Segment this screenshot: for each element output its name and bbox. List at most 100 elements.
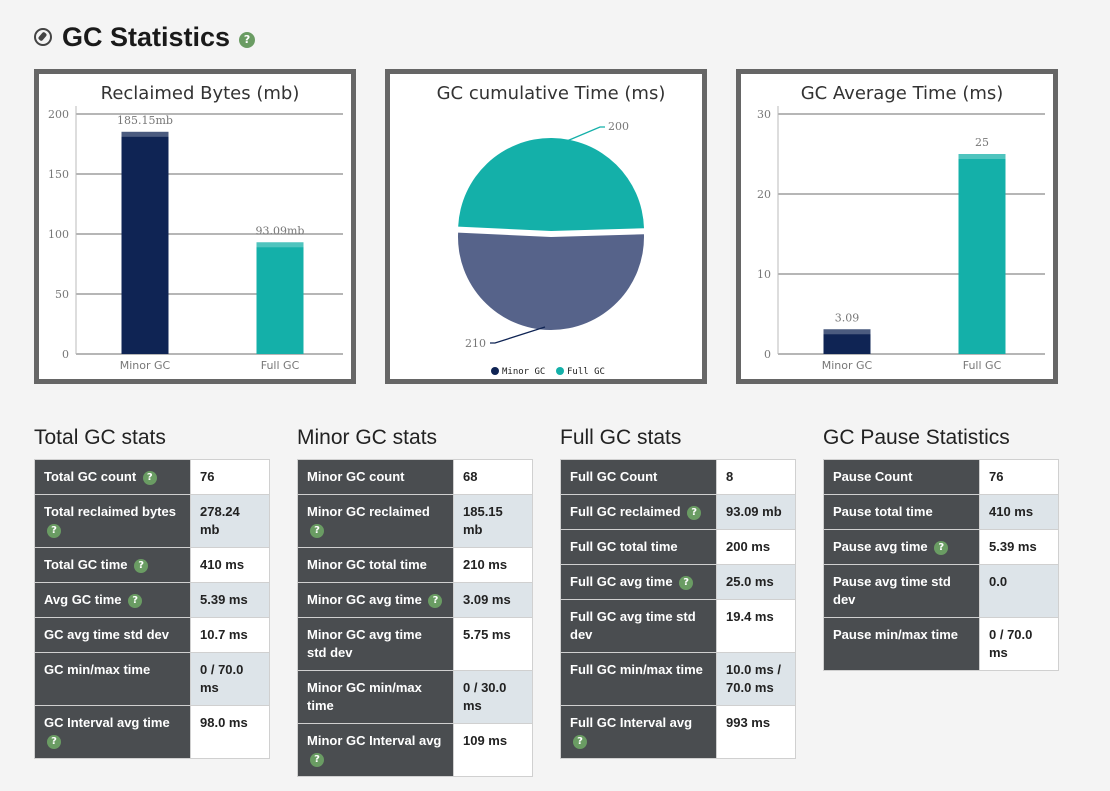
stat-label-text: GC min/max time: [44, 662, 151, 677]
table-row: Avg GC time ? 5.39 ms: [34, 582, 270, 618]
table-row: Full GC avg time ? 25.0 ms: [560, 564, 796, 600]
stat-value: 210 ms: [453, 547, 533, 583]
y-tick-label: 150: [48, 168, 69, 181]
help-icon[interactable]: ?: [687, 505, 702, 520]
stat-label: Pause total time: [823, 494, 980, 530]
stat-label: Avg GC time ?: [34, 582, 191, 618]
table-row: GC Interval avg time ? 98.0 ms: [34, 705, 270, 759]
help-icon[interactable]: ?: [128, 593, 143, 608]
data-label: 93.09mb: [256, 224, 305, 237]
stat-label: GC Interval avg time ?: [34, 705, 191, 759]
stat-label: Minor GC total time: [297, 547, 454, 583]
stat-value: 200 ms: [716, 529, 796, 565]
stat-label: Pause min/max time: [823, 617, 980, 671]
compass-icon: [34, 28, 52, 46]
stat-label: Minor GC Interval avg ?: [297, 723, 454, 777]
stat-label: Minor GC avg time std dev: [297, 617, 454, 671]
chart-title: Reclaimed Bytes (mb): [101, 83, 300, 104]
stat-label-text: Full GC min/max time: [570, 662, 703, 677]
stat-value: 76: [979, 459, 1059, 495]
pie-slice[interactable]: [458, 232, 644, 330]
section-title: Minor GC stats: [297, 426, 438, 449]
average-time-chart: GC Average Time (ms) 0 10 20 30 3.09 Minor G…: [736, 69, 1058, 384]
stat-label: Minor GC reclaimed ?: [297, 494, 454, 548]
stat-label: Minor GC count: [297, 459, 454, 495]
stat-value: 0 / 70.0 ms: [979, 617, 1059, 671]
bar-highlight: [958, 154, 1006, 159]
stat-label-text: Pause avg time std dev: [833, 574, 951, 607]
help-icon[interactable]: ?: [142, 470, 157, 485]
chart-title: GC Average Time (ms): [801, 83, 1004, 104]
stat-label-text: Pause Count: [833, 469, 913, 484]
stat-label-text: Pause min/max time: [833, 627, 958, 642]
stat-label-text: Pause avg time: [833, 539, 928, 554]
bar-highlight: [823, 329, 871, 335]
table-row: Pause avg time ? 5.39 ms: [823, 529, 1059, 565]
y-tick-label: 200: [48, 108, 69, 121]
stat-value: 5.39 ms: [190, 582, 270, 618]
stat-value: 10.7 ms: [190, 617, 270, 653]
stat-label: Full GC Interval avg ?: [560, 705, 717, 759]
help-icon[interactable]: ?: [47, 523, 61, 538]
gc-pause-stats: GC Pause Statistics Pause Count 76 Pause t…: [823, 425, 1059, 671]
average-time-svg: GC Average Time (ms) 0 10 20 30 3.09 Minor G…: [757, 83, 1045, 372]
chart-title: GC cumulative Time (ms): [437, 83, 666, 104]
help-icon[interactable]: ?: [47, 734, 61, 749]
table-row: Minor GC Interval avg ? 109 ms: [297, 723, 533, 777]
help-icon[interactable]: ?: [934, 540, 949, 555]
stat-label: GC min/max time: [34, 652, 191, 706]
help-icon[interactable]: ?: [239, 32, 256, 48]
table-row: Full GC Count 8: [560, 459, 796, 495]
help-icon[interactable]: ?: [134, 558, 149, 573]
help-icon[interactable]: ?: [679, 575, 694, 590]
bar[interactable]: [121, 131, 169, 354]
table-row: Minor GC avg time std dev 5.75 ms: [297, 617, 533, 671]
stat-label-text: Full GC avg time std dev: [570, 609, 696, 642]
table-row: Total reclaimed bytes ? 278.24 mb: [34, 494, 270, 548]
stat-label-text: GC avg time std dev: [44, 627, 169, 642]
table-row: Minor GC avg time ? 3.09 ms: [297, 582, 533, 618]
table-row: GC min/max time 0 / 70.0 ms: [34, 652, 270, 706]
stats-table: Pause Count 76 Pause total time 410 ms Pause…: [823, 459, 1059, 671]
stat-value: 109 ms: [453, 723, 533, 777]
data-label: 200: [608, 120, 629, 133]
legend-label[interactable]: Minor GC: [502, 367, 545, 377]
page-header: GC Statistics ?: [34, 20, 256, 54]
y-tick-label: 100: [48, 228, 69, 241]
stat-label: Pause avg time std dev: [823, 564, 980, 618]
bar[interactable]: [256, 242, 304, 354]
table-row: Minor GC count 68: [297, 459, 533, 495]
stat-value: 0 / 70.0 ms: [190, 652, 270, 706]
table-row: Full GC min/max time 10.0 ms / 70.0 ms: [560, 652, 796, 706]
table-row: Pause min/max time 0 / 70.0 ms: [823, 617, 1059, 671]
bar-highlight: [256, 242, 304, 248]
leader-line: [554, 126, 605, 147]
stat-value: 5.75 ms: [453, 617, 533, 671]
stat-label-text: Pause total time: [833, 504, 933, 519]
stat-label-text: Minor GC avg time std dev: [307, 627, 422, 660]
help-icon[interactable]: ?: [310, 752, 324, 767]
y-tick-label: 50: [55, 288, 69, 301]
stat-label: Minor GC avg time ?: [297, 582, 454, 618]
stat-value: 410 ms: [190, 547, 270, 583]
help-icon[interactable]: ?: [428, 593, 443, 608]
stat-label: GC avg time std dev: [34, 617, 191, 653]
pie-slice[interactable]: [458, 138, 645, 232]
stat-value: 68: [453, 459, 533, 495]
bar[interactable]: [958, 154, 1006, 354]
stat-value: 98.0 ms: [190, 705, 270, 759]
bar[interactable]: [823, 329, 871, 354]
stat-label-text: Total GC count: [44, 469, 137, 484]
help-icon[interactable]: ?: [573, 734, 587, 749]
y-tick-label: 0: [62, 348, 69, 361]
legend-label[interactable]: Full GC: [567, 367, 605, 377]
stat-label: Full GC reclaimed ?: [560, 494, 717, 530]
stat-label-text: Total GC time: [44, 557, 128, 572]
stat-label: Full GC avg time std dev: [560, 599, 717, 653]
help-icon[interactable]: ?: [310, 523, 324, 538]
stat-label-text: Avg GC time: [44, 592, 122, 607]
stats-table: Minor GC count 68 Minor GC reclaimed ? 185.…: [297, 459, 533, 777]
stat-label-text: GC Interval avg time: [44, 715, 170, 730]
section-title: Total GC stats: [34, 426, 166, 449]
page-title: GC Statistics: [62, 21, 231, 52]
